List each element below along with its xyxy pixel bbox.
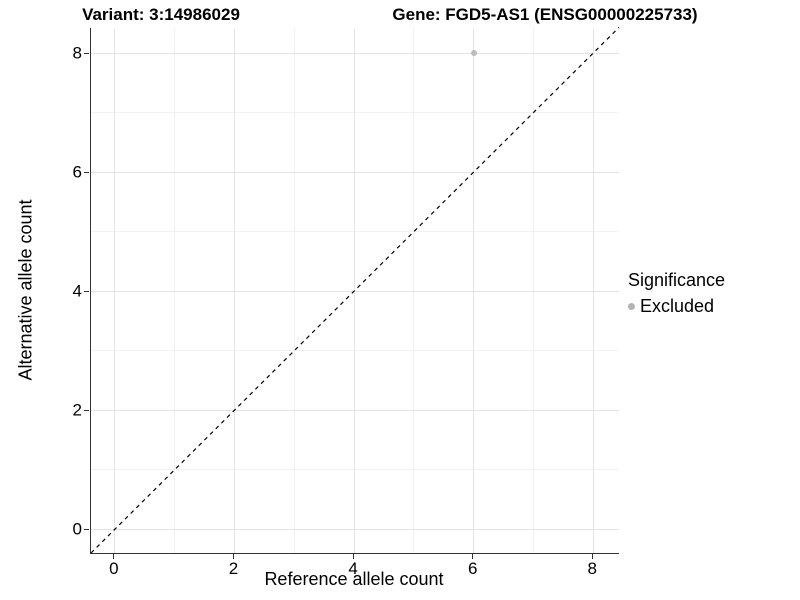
legend-point-swatch-icon [628, 303, 635, 310]
x-tick-label: 2 [228, 559, 239, 578]
y-tick-mark [84, 171, 89, 173]
y-tick-label: 0 [72, 519, 82, 539]
legend-title: Significance [628, 270, 726, 290]
y-tick-label: 4 [72, 281, 82, 301]
x-tick-label: 8 [587, 559, 598, 578]
legend: Significance Excluded [628, 270, 725, 317]
identity-dashed-line [90, 26, 620, 554]
gridline-major-horizontal [91, 171, 619, 173]
y-tick-label: 6 [72, 162, 82, 182]
gridline-major-horizontal [91, 52, 619, 54]
y-tick-label: 2 [72, 400, 82, 420]
gridline-major-horizontal [91, 528, 619, 530]
x-tick-mark [113, 554, 115, 559]
y-axis-title: Alternative allele count [15, 199, 36, 381]
x-tick-mark [472, 554, 474, 559]
y-tick-mark [84, 52, 89, 54]
x-tick-label: 6 [467, 559, 478, 578]
x-axis-title: Reference allele count [264, 569, 444, 589]
gridline-major-horizontal [91, 409, 619, 411]
gridline-major-vertical [473, 28, 475, 553]
gridline-minor-vertical [413, 28, 415, 553]
y-tick-mark [84, 528, 89, 530]
gridline-major-horizontal [91, 290, 619, 292]
y-tick-mark [84, 409, 89, 411]
gridline-major-vertical [114, 28, 116, 553]
gridline-major-vertical [592, 28, 594, 553]
gridline-major-vertical [234, 28, 235, 553]
y-tick-mark [84, 290, 89, 292]
variant-title: Variant: 3:14986029 [82, 5, 240, 24]
x-tick-label: 4 [348, 559, 358, 578]
gene-title: Gene: FGD5-AS1 (ENSG00000225733) [392, 5, 698, 24]
x-tick-mark [233, 554, 234, 559]
legend-item-label: Excluded [640, 296, 715, 316]
x-tick-mark [591, 554, 593, 559]
gridline-minor-vertical [532, 28, 534, 553]
legend-item-excluded: Excluded [628, 296, 725, 317]
data-point [470, 50, 477, 56]
gridline-minor-horizontal [91, 350, 619, 352]
gridline-minor-vertical [293, 28, 295, 553]
gridline-minor-horizontal [91, 469, 619, 471]
gridline-minor-horizontal [91, 112, 619, 114]
gridline-minor-horizontal [91, 231, 619, 233]
x-tick-mark [352, 554, 354, 559]
y-tick-label: 8 [72, 43, 82, 63]
gridline-minor-vertical [174, 28, 176, 553]
plot-panel [90, 26, 620, 554]
x-tick-label: 0 [109, 559, 119, 578]
